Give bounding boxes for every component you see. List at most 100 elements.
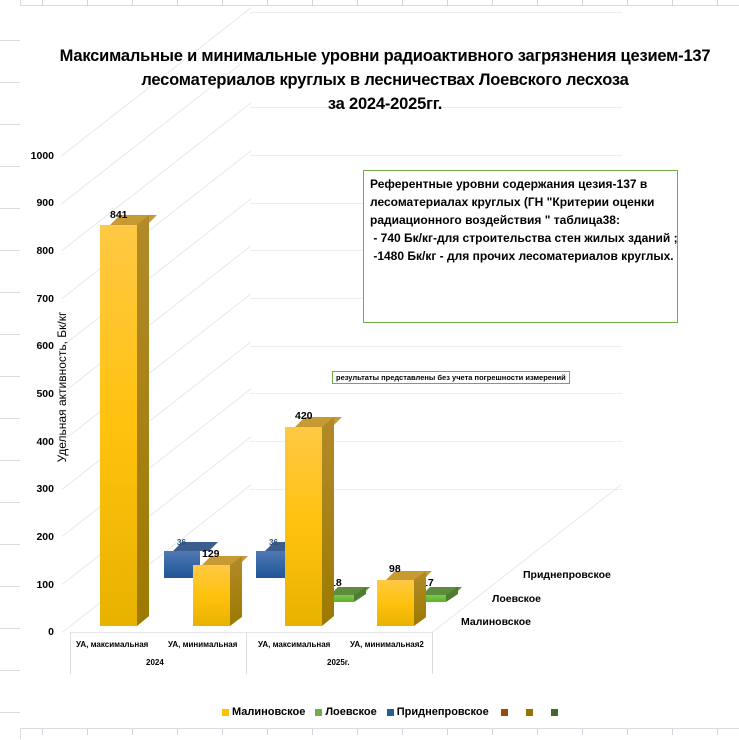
bar-malinovskoe-2025-max[interactable] <box>285 417 342 626</box>
y-tick: 200 <box>36 531 54 543</box>
gridline <box>250 489 622 490</box>
y-axis-title: Удельная активность, Бк/кг <box>55 311 69 463</box>
legend-swatch-icon <box>386 708 394 716</box>
bar-side <box>230 556 242 626</box>
gridline <box>250 12 622 13</box>
row-line <box>0 40 20 41</box>
y-tick: 900 <box>36 197 54 209</box>
x-group-label: 2025г. <box>327 658 350 667</box>
data-label: 129 <box>202 548 220 560</box>
row-line <box>0 208 20 209</box>
y-tick: 800 <box>36 245 54 257</box>
bar-side <box>414 571 426 626</box>
x-category: УА, максимальная <box>258 640 331 649</box>
y-tick: 400 <box>36 436 54 448</box>
spreadsheet-column-headers <box>20 0 739 6</box>
row-line <box>0 166 20 167</box>
row-line <box>0 376 20 377</box>
note-line: лесоматериалах круглых (ГН "Критерии оце… <box>370 195 655 209</box>
row-line <box>0 82 20 83</box>
spreadsheet-bottom-edge <box>20 728 739 740</box>
bar-side <box>322 417 334 626</box>
row-line <box>0 586 20 587</box>
spreadsheet-row-headers <box>0 0 21 739</box>
chart-title-line1: Максимальные и минимальные уровни радиоа… <box>59 47 711 65</box>
legend-label: Лоевское <box>325 706 377 718</box>
row-line <box>0 292 20 293</box>
bar-loevskoe-2025-max[interactable] <box>322 587 370 602</box>
data-label: 420 <box>295 410 313 422</box>
row-line <box>0 628 20 629</box>
measurement-note-textbox[interactable]: результаты представлены без учета погреш… <box>332 371 570 384</box>
gridline <box>250 393 622 394</box>
bar-malinovskoe-2025-min[interactable] <box>377 571 432 626</box>
data-label: 17 <box>422 577 434 589</box>
depth-axis-label: Малиновское <box>461 616 531 628</box>
y-tick: 1000 <box>30 150 54 162</box>
row-line <box>0 460 20 461</box>
note-line: радиационного воздействия " таблица38: <box>370 213 620 227</box>
legend-item-malinovskoe[interactable]: Малиновское <box>222 706 305 718</box>
legend-item-pridneprovskoe[interactable]: Приднепровское <box>386 706 489 718</box>
chart-title: Максимальные и минимальные уровни радиоа… <box>40 44 730 116</box>
legend-swatch-icon <box>550 708 558 716</box>
bar-side <box>137 215 149 626</box>
legend-item-unnamed-3[interactable] <box>550 708 558 716</box>
legend-swatch-icon <box>500 708 508 716</box>
y-tick: 700 <box>36 293 54 305</box>
row-line <box>0 418 20 419</box>
x-axis-group-separator <box>70 632 71 674</box>
row-line <box>0 124 20 125</box>
note-line: Референтные уровни содержания цезия-137 … <box>370 177 648 191</box>
row-line <box>0 250 20 251</box>
chart-title-line3: за 2024-2025гг. <box>327 95 443 113</box>
legend-swatch-icon <box>315 708 323 716</box>
bar-malinovskoe-2024-min[interactable] <box>193 556 248 626</box>
bar-front <box>285 427 322 626</box>
x-category: УА, максимальная <box>76 640 149 649</box>
legend-swatch-icon <box>222 708 229 716</box>
y-tick: 0 <box>48 626 54 638</box>
row-line <box>0 502 20 503</box>
x-category: УА, минимальная <box>168 640 238 649</box>
legend-item-unnamed-2[interactable] <box>525 708 533 716</box>
depth-axis-label: Приднепровское <box>523 569 611 581</box>
y-tick: 300 <box>36 483 54 495</box>
legend-swatch-icon <box>525 708 533 716</box>
gridline <box>250 346 622 347</box>
gridline <box>250 107 622 108</box>
x-category: УА, минимальная2 <box>350 640 424 649</box>
bar-loevskoe-2025-min[interactable] <box>414 587 462 602</box>
bar-front <box>193 565 230 626</box>
gridline <box>250 60 622 61</box>
depth-axis-label: Лоевское <box>492 593 542 605</box>
bar-front <box>377 580 414 626</box>
legend-item-unnamed-1[interactable] <box>500 708 508 716</box>
note-line: - 740 Бк/кг-для строительства стен жилых… <box>370 231 678 245</box>
y-tick: 100 <box>36 579 54 591</box>
y-tick: 600 <box>36 340 54 352</box>
data-label: 18 <box>330 577 342 589</box>
chart-title-line2: лесоматериалов круглых в лесничествах Ло… <box>141 71 629 89</box>
legend[interactable]: Малиновское Лоевское Приднепровское <box>222 706 558 718</box>
gridline <box>250 155 622 156</box>
row-line <box>0 712 20 713</box>
x-axis-group-separator <box>246 632 247 674</box>
y-tick: 500 <box>36 388 54 400</box>
reference-levels-textbox[interactable]: Референтные уровни содержания цезия-137 … <box>363 170 678 323</box>
x-axis <box>70 632 432 675</box>
note-line: -1480 Бк/кг - для прочих лесоматериалов … <box>370 249 674 263</box>
data-label: 841 <box>110 209 128 221</box>
legend-item-loevskoe[interactable]: Лоевское <box>315 706 377 718</box>
row-line <box>0 334 20 335</box>
bar-front <box>414 595 446 602</box>
x-axis-group-separator <box>432 632 433 674</box>
bar-malinovskoe-2024-max[interactable] <box>100 215 157 626</box>
gridline <box>250 441 622 442</box>
bar-front <box>322 595 354 602</box>
legend-label: Малиновское <box>232 706 306 718</box>
bar-front <box>100 225 137 626</box>
data-label: 36 <box>269 538 278 547</box>
data-label: 36 <box>177 538 186 547</box>
row-line <box>0 544 20 545</box>
